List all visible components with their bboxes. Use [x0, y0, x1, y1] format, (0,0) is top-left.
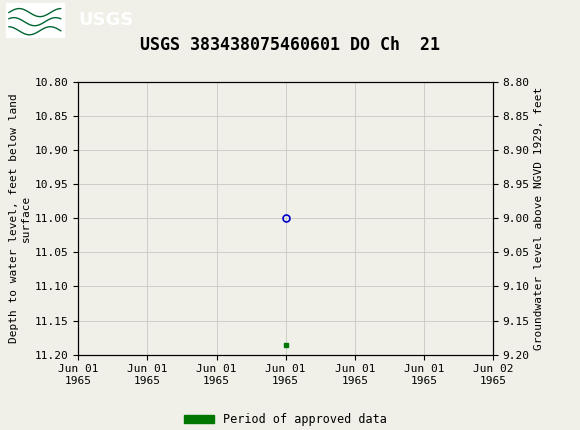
Y-axis label: Groundwater level above NGVD 1929, feet: Groundwater level above NGVD 1929, feet	[534, 86, 544, 350]
Polygon shape	[6, 3, 64, 37]
Text: USGS: USGS	[78, 11, 133, 29]
Text: USGS 383438075460601 DO Ch  21: USGS 383438075460601 DO Ch 21	[140, 36, 440, 54]
Legend: Period of approved data: Period of approved data	[180, 408, 392, 430]
Y-axis label: Depth to water level, feet below land
surface: Depth to water level, feet below land su…	[9, 93, 31, 343]
